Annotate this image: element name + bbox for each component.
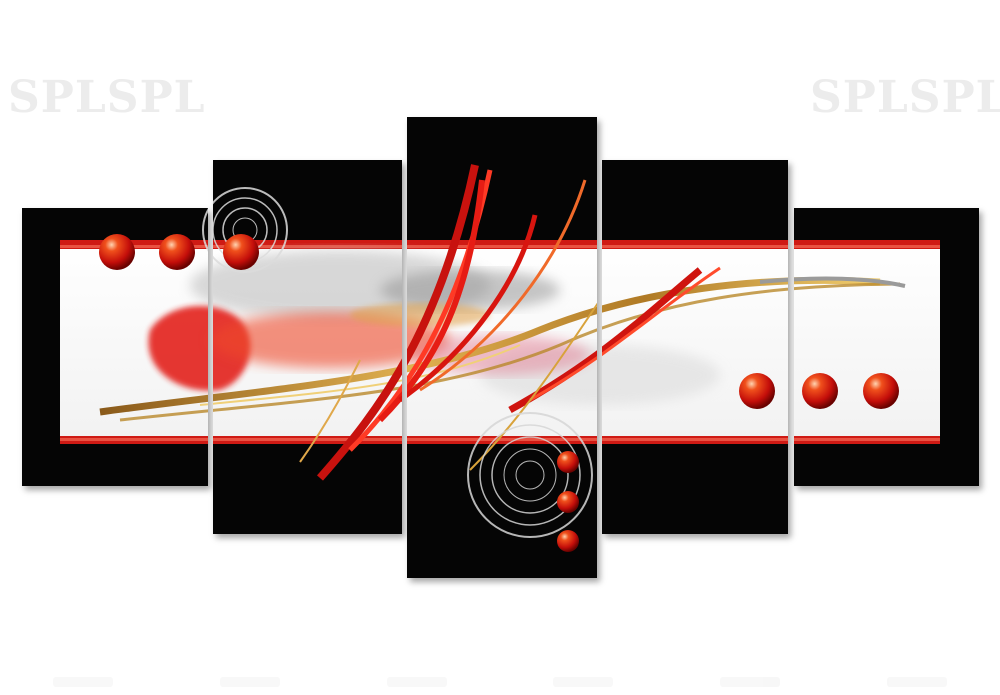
- canvas-panel-2: [213, 160, 402, 534]
- watermark-left: SPLSPL: [8, 72, 206, 123]
- canvas-panel-3: [407, 117, 597, 578]
- canvas-panel-5: [794, 208, 979, 486]
- watermark-right: SPLSPL: [810, 72, 1000, 123]
- canvas-panel-4: [602, 160, 788, 534]
- watermark-bottom-strip: [0, 677, 1000, 691]
- canvas-panel-1: [22, 208, 208, 486]
